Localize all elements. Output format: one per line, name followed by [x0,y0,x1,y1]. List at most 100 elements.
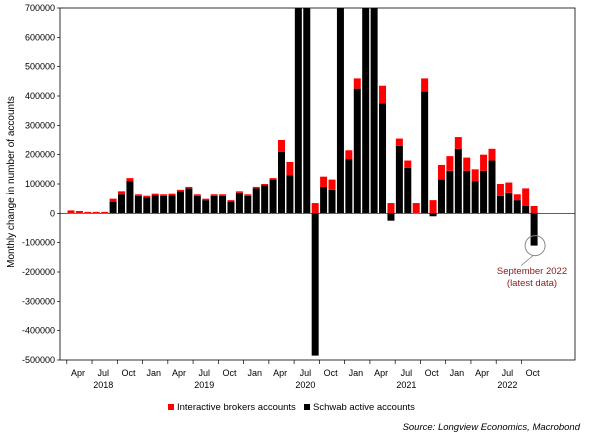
bar-schwab-active-accounts [362,8,370,214]
bar-interactive-brokers-accounts [387,203,395,214]
x-tick-label-year: 2021 [396,380,416,390]
bar-interactive-brokers-accounts [395,138,403,146]
bar-interactive-brokers-accounts [118,191,126,195]
bar-interactive-brokers-accounts [379,85,387,104]
legend: Interactive brokers accounts Schwab acti… [168,402,415,413]
bar-interactive-brokers-accounts [143,195,151,198]
bar-series-group [67,0,538,356]
y-tick-label: 0 [50,208,55,218]
x-tick-label-year: 2020 [295,380,315,390]
bar-interactive-brokers-accounts [176,189,184,192]
bar-interactive-brokers-accounts [303,2,310,8]
latest-data-circle [524,235,546,257]
annotation-line-1: September 2022 [497,266,567,277]
x-axis: Apr Jul Oct Jan Apr Jul Oct Jan Apr Jul Oct Jan Apr J… [66,360,541,390]
bar-interactive-brokers-accounts [92,211,100,214]
bar-schwab-active-accounts [488,160,496,214]
bar-schwab-active-accounts [437,179,445,214]
bar-schwab-active-accounts [278,151,285,214]
x-tick-label-year: 2019 [194,380,214,390]
bar-interactive-brokers-accounts [151,193,159,196]
y-tick-label: 100000 [25,179,55,189]
bar-schwab-active-accounts [328,189,336,214]
bar-interactive-brokers-accounts [202,198,210,201]
bar-interactive-brokers-accounts [437,164,445,180]
bar-schwab-active-accounts [176,191,184,214]
x-tick-label-month: Jan [248,368,263,378]
bar-schwab-active-accounts [530,213,538,246]
y-tick-label: 300000 [25,120,55,130]
x-tick-label-month: Apr [71,368,85,378]
bar-schwab-active-accounts [454,148,462,214]
bar-interactive-brokers-accounts [454,137,462,149]
bar-interactive-brokers-accounts [471,169,479,182]
x-tick-label-month: Jan [450,368,465,378]
bar-schwab-active-accounts [429,213,437,217]
y-tick-label: -100000 [22,238,55,248]
bar-schwab-active-accounts [202,200,210,214]
x-tick-label-month: Jul [300,368,312,378]
y-tick-label: -200000 [22,267,55,277]
bar-schwab-active-accounts [387,213,395,221]
bar-interactive-brokers-accounts [371,0,378,2]
plot-frame [59,7,576,361]
bar-schwab-active-accounts [210,195,218,214]
bar-schwab-active-accounts [303,8,311,214]
bar-interactive-brokers-accounts [193,194,201,196]
x-tick-label-month: Oct [223,368,238,378]
bar-interactive-brokers-accounts [75,210,83,214]
bar-schwab-active-accounts [151,195,159,214]
bar-schwab-active-accounts [336,8,344,214]
y-axis-label: Monthly change in number of accounts [6,96,17,268]
y-tick-label: 600000 [25,32,55,42]
bar-schwab-active-accounts [244,195,252,214]
bar-interactive-brokers-accounts [522,188,530,206]
x-tick-label-month: Oct [324,368,339,378]
bar-interactive-brokers-accounts [235,191,243,193]
bar-interactive-brokers-accounts [261,184,269,186]
bar-schwab-active-accounts [311,213,319,356]
x-tick-label-month: Jul [98,368,110,378]
bar-schwab-active-accounts [446,170,454,214]
bar-schwab-active-accounts [193,195,201,214]
legend-label-schwab: Schwab active accounts [313,402,415,413]
bar-schwab-active-accounts [160,195,168,214]
bar-interactive-brokers-accounts [109,198,117,202]
bar-interactive-brokers-accounts [362,0,369,2]
bar-interactive-brokers-accounts [160,194,168,196]
bar-interactive-brokers-accounts [134,194,142,196]
y-tick-label: 500000 [25,62,55,72]
bar-schwab-active-accounts [286,175,294,214]
x-tick-label-month: Jan [349,368,364,378]
legend-swatch-interactive-brokers [168,404,174,410]
bar-schwab-active-accounts [143,197,151,214]
bar-schwab-active-accounts [109,201,117,214]
bar-schwab-active-accounts [261,185,269,214]
x-tick-label-month: Apr [374,368,388,378]
bar-schwab-active-accounts [421,91,429,214]
y-tick-label: -400000 [22,326,55,336]
bar-interactive-brokers-accounts [67,210,75,214]
bar-schwab-active-accounts [404,167,412,214]
x-tick-label-month: Jul [401,368,413,378]
bar-interactive-brokers-accounts [496,184,504,196]
bar-schwab-active-accounts [345,159,353,214]
x-tick-label-month: Apr [172,368,186,378]
x-tick-label-month: Apr [273,368,287,378]
x-tick-label-year: 2018 [93,380,113,390]
x-tick-label-month: Oct [526,368,541,378]
x-tick-label-year: 2022 [497,380,517,390]
bar-interactive-brokers-accounts [505,182,513,193]
bar-interactive-brokers-accounts [244,194,252,196]
y-tick-label: -300000 [22,296,55,306]
bar-schwab-active-accounts [126,181,134,214]
x-tick-label-month: Jan [147,368,162,378]
bar-interactive-brokers-accounts [286,162,294,176]
annotation-leader-line [520,255,534,266]
bar-interactive-brokers-accounts [227,200,235,202]
bar-schwab-active-accounts [235,192,243,214]
bar-interactive-brokers-accounts [530,206,538,214]
bar-interactive-brokers-accounts [463,157,471,171]
bar-interactive-brokers-accounts [252,186,260,189]
bar-schwab-active-accounts [505,192,513,214]
